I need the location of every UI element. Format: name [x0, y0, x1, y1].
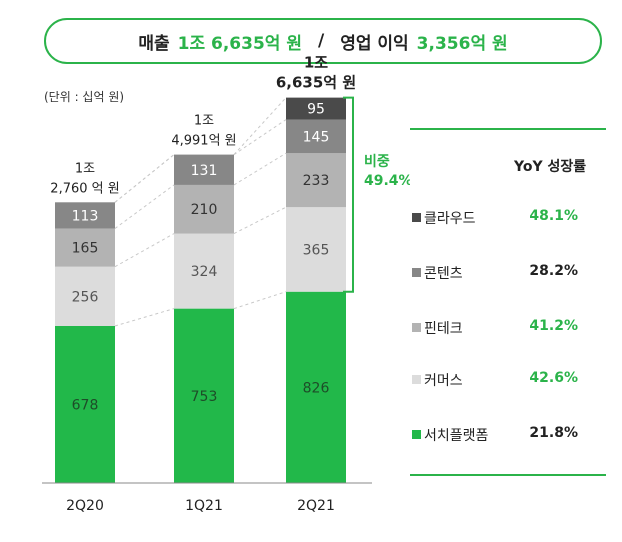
total-label: 2,760 억 원 — [50, 181, 119, 196]
data-label: 233 — [303, 173, 330, 189]
data-label: 753 — [191, 389, 218, 405]
total-label: 6,635억 원 — [276, 74, 356, 92]
legend-item-yoy: 41.2% — [529, 318, 578, 334]
summary-banner: 매출 1조 6,635억 원 / 영업 이익 3,356억 원 — [44, 18, 602, 64]
total-label: 1조 — [194, 114, 214, 129]
legend-item-name: 콘텐츠 — [424, 266, 463, 282]
connector-line — [114, 233, 175, 268]
legend-item: 클라우드 48.1% — [410, 208, 606, 228]
revenue-label: 매출 — [138, 33, 170, 54]
bar-segment — [174, 308, 234, 483]
connector-line — [233, 97, 287, 155]
data-label: 365 — [303, 242, 330, 258]
bar-segment — [174, 184, 234, 234]
connector-line — [114, 184, 175, 229]
data-label: 131 — [191, 163, 218, 179]
legend-item-name: 서치플랫폼 — [424, 428, 489, 444]
share-bracket — [343, 96, 354, 293]
data-label: 145 — [303, 129, 330, 145]
legend-item-name: 핀테크 — [424, 321, 463, 337]
total-label: 1조 — [304, 54, 328, 72]
data-label: 113 — [72, 208, 99, 224]
stacked-bar-chart: 678 256 165 113 2Q20 1조 2,760 억 원 753 324 210 131 1… — [42, 54, 410, 514]
x-tick-label: 2Q20 — [66, 498, 104, 514]
bar-segment — [55, 202, 115, 229]
bar-segment — [286, 119, 346, 154]
legend-item-yoy: 21.8% — [529, 425, 578, 441]
connector-line — [114, 308, 175, 327]
operating-profit-value: 3,356억 원 — [416, 33, 508, 54]
data-label: 826 — [303, 380, 330, 396]
yoy-header: YoY 성장률 — [514, 159, 587, 175]
unit-note: (단위 : 십억 원) — [44, 90, 125, 104]
data-label: 95 — [307, 102, 325, 118]
bar-segment — [286, 291, 346, 483]
legend-item-name: 클라우드 — [424, 211, 476, 227]
data-label: 165 — [72, 241, 99, 257]
bar-segment — [55, 325, 115, 483]
bar-segment — [55, 266, 115, 326]
data-label: 210 — [191, 202, 218, 218]
total-label: 4,991억 원 — [171, 134, 236, 149]
legend-swatch — [412, 375, 421, 384]
legend-swatch — [412, 323, 421, 332]
bar-segment — [174, 154, 234, 185]
bracket-label: 비중 — [364, 154, 390, 170]
x-tick-label: 2Q21 — [297, 498, 335, 514]
bar-segment — [174, 233, 234, 309]
legend-swatch — [412, 213, 421, 222]
bar-segment — [286, 97, 346, 120]
legend-item: 콘텐츠 28.2% — [410, 263, 606, 283]
bar-segment — [286, 153, 346, 208]
legend-item: 서치플랫폼 21.8% — [410, 425, 606, 445]
bracket-value: 49.4% — [364, 173, 410, 189]
legend-item: 핀테크 41.2% — [410, 318, 606, 338]
data-label: 678 — [72, 397, 99, 413]
bar-segment — [55, 228, 115, 267]
x-tick-label: 1Q21 — [185, 498, 223, 514]
connector-line — [233, 291, 287, 310]
legend-swatch — [412, 268, 421, 277]
total-label: 1조 — [75, 161, 95, 176]
data-label: 324 — [191, 264, 218, 280]
legend: YoY 성장률 클라우드 48.1% 콘텐츠 28.2% 핀테크 41.2% 커머스 42.6… — [410, 128, 606, 478]
legend-item-yoy: 28.2% — [529, 263, 578, 279]
connector-line — [114, 154, 175, 203]
operating-profit-label: 영업 이익 — [340, 33, 409, 54]
bar-segment — [286, 207, 346, 292]
revenue-value: 1조 6,635억 원 — [177, 33, 302, 54]
connector-line — [233, 206, 287, 235]
legend-item: 커머스 42.6% — [410, 370, 606, 390]
connector-line — [233, 152, 287, 186]
legend-item-yoy: 42.6% — [529, 370, 578, 386]
separator: / — [317, 31, 325, 51]
data-label: 256 — [72, 289, 99, 305]
legend-top-rule — [410, 128, 606, 130]
legend-item-name: 커머스 — [424, 373, 463, 389]
legend-swatch — [412, 430, 421, 439]
legend-item-yoy: 48.1% — [529, 208, 578, 224]
legend-bottom-rule — [410, 474, 606, 476]
connector-line — [233, 119, 287, 156]
